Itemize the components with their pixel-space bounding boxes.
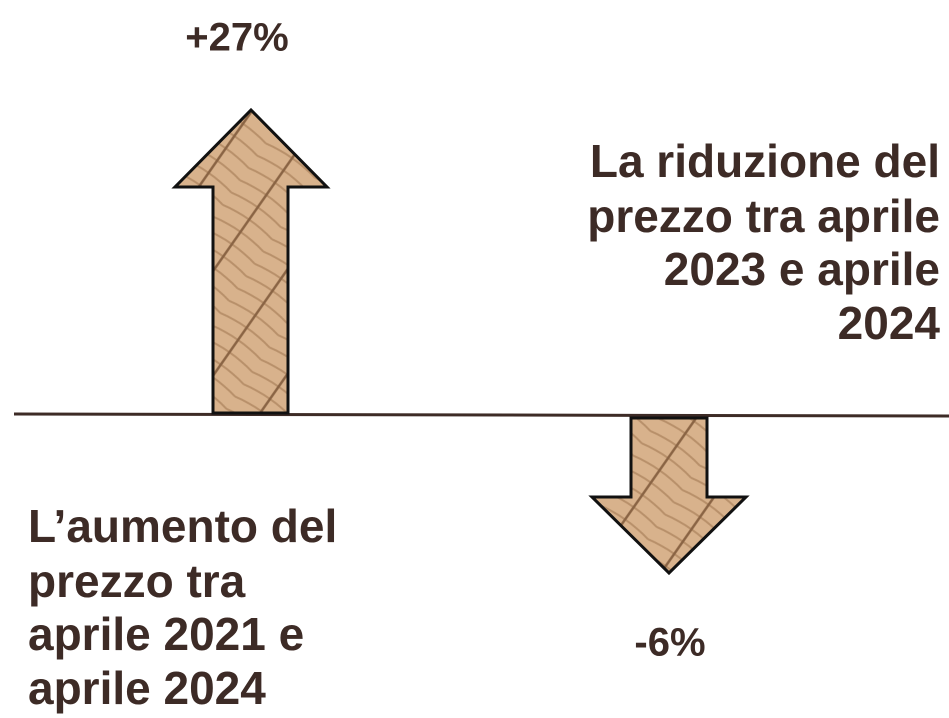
description-line: 2023 e aprile xyxy=(664,243,940,295)
increase-label: +27% xyxy=(185,16,288,60)
up-arrow xyxy=(171,107,331,415)
decrease-description: La riduzione del prezzo tra aprile 2023 … xyxy=(587,135,940,349)
description-line: La riduzione del xyxy=(590,135,940,187)
description-line: aprile 2024 xyxy=(28,662,266,714)
description-line: prezzo tra xyxy=(28,555,246,607)
description-line: L’aumento del xyxy=(28,500,337,552)
down-arrow xyxy=(588,416,750,576)
decrease-label: -6% xyxy=(634,621,705,665)
increase-description: L’aumento del prezzo tra aprile 2021 e a… xyxy=(28,500,337,714)
description-line: aprile 2021 e xyxy=(28,608,304,660)
description-line: prezzo tra aprile xyxy=(587,190,940,242)
baseline xyxy=(13,412,949,418)
description-line: 2024 xyxy=(838,297,941,349)
